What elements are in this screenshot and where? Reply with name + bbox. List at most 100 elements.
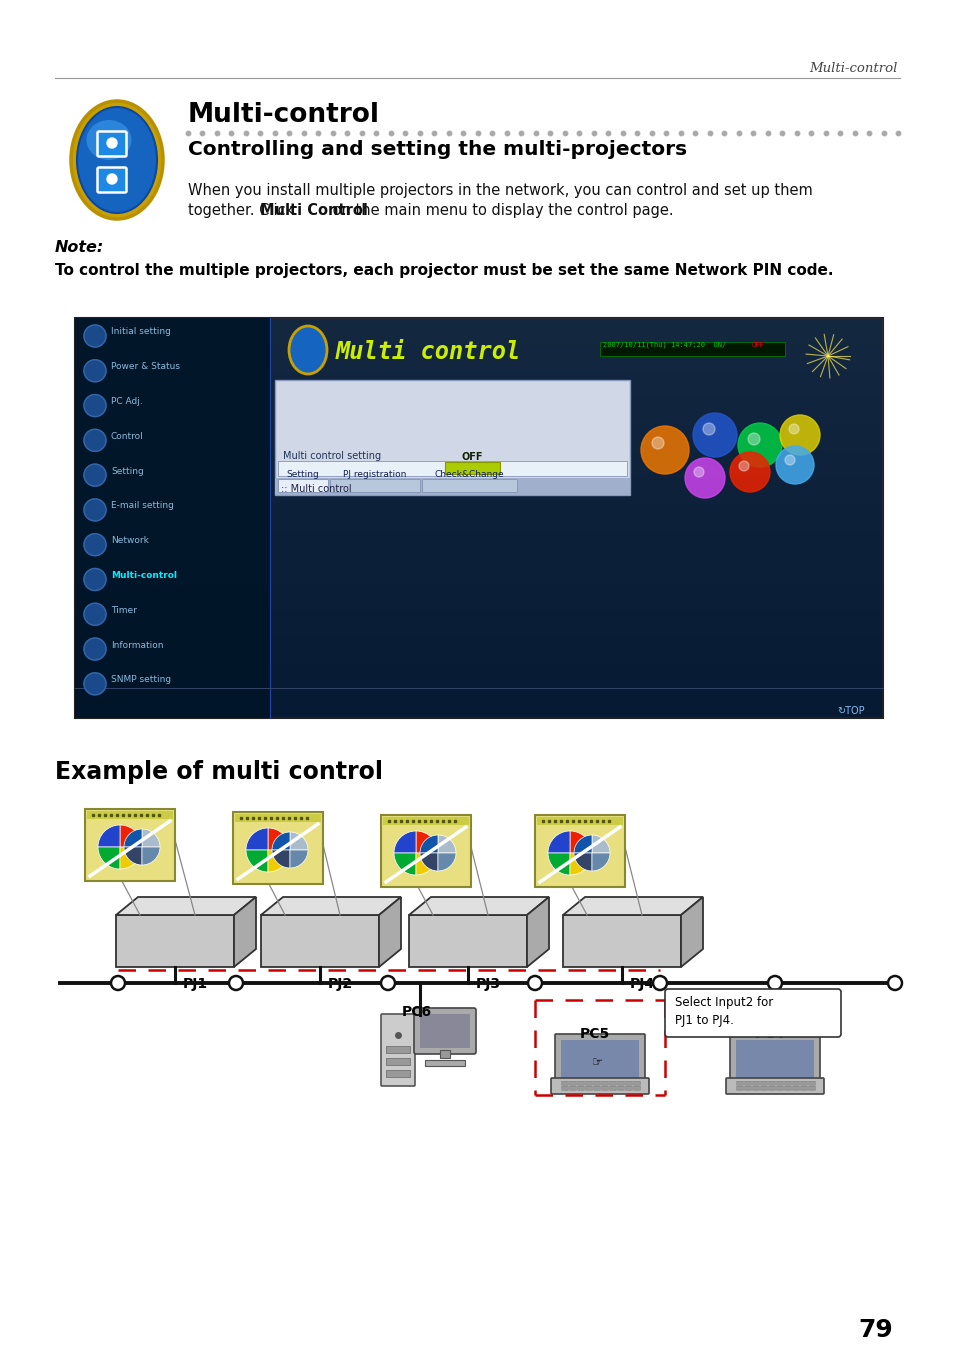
FancyBboxPatch shape	[599, 342, 784, 356]
FancyBboxPatch shape	[752, 1087, 759, 1091]
FancyBboxPatch shape	[585, 1081, 592, 1085]
Text: Timer: Timer	[111, 606, 136, 614]
FancyBboxPatch shape	[444, 462, 499, 474]
Circle shape	[527, 976, 541, 990]
Polygon shape	[409, 915, 526, 967]
Circle shape	[84, 639, 106, 660]
Circle shape	[380, 976, 395, 990]
Circle shape	[739, 460, 748, 471]
FancyBboxPatch shape	[593, 1081, 599, 1085]
Circle shape	[84, 360, 106, 382]
Circle shape	[693, 467, 703, 477]
Text: ☞: ☞	[592, 1057, 603, 1069]
Wedge shape	[120, 825, 142, 846]
Polygon shape	[680, 896, 702, 967]
FancyBboxPatch shape	[735, 1040, 813, 1080]
FancyBboxPatch shape	[535, 815, 624, 887]
FancyBboxPatch shape	[551, 1079, 648, 1094]
FancyBboxPatch shape	[760, 1081, 766, 1085]
Polygon shape	[562, 896, 702, 915]
FancyBboxPatch shape	[380, 1014, 415, 1085]
FancyBboxPatch shape	[609, 1087, 616, 1091]
Circle shape	[84, 429, 106, 451]
Text: Multi Control: Multi Control	[260, 202, 368, 217]
Text: Network: Network	[111, 536, 149, 545]
FancyBboxPatch shape	[75, 451, 882, 478]
Text: Multi-control: Multi-control	[111, 571, 177, 580]
FancyBboxPatch shape	[75, 558, 882, 585]
Circle shape	[111, 976, 125, 990]
Wedge shape	[98, 825, 120, 846]
Text: Controlling and setting the multi-projectors: Controlling and setting the multi-projec…	[188, 140, 686, 159]
Text: PJ4: PJ4	[629, 977, 655, 991]
Text: E-mail setting: E-mail setting	[111, 501, 173, 510]
Text: Setting: Setting	[286, 470, 319, 479]
FancyBboxPatch shape	[330, 479, 419, 491]
Text: PJ registration: PJ registration	[343, 470, 406, 479]
Text: SNMP setting: SNMP setting	[111, 675, 171, 684]
FancyBboxPatch shape	[274, 478, 629, 495]
FancyBboxPatch shape	[85, 809, 174, 882]
Text: PC6: PC6	[401, 1004, 432, 1019]
Circle shape	[738, 423, 781, 467]
FancyBboxPatch shape	[419, 1014, 470, 1048]
FancyBboxPatch shape	[744, 1087, 751, 1091]
FancyBboxPatch shape	[578, 1081, 583, 1085]
Circle shape	[729, 452, 769, 491]
Circle shape	[780, 414, 820, 455]
Wedge shape	[272, 850, 290, 868]
Polygon shape	[261, 896, 400, 915]
Wedge shape	[437, 836, 456, 853]
FancyBboxPatch shape	[424, 1060, 464, 1066]
FancyBboxPatch shape	[784, 1087, 790, 1091]
FancyBboxPatch shape	[75, 319, 882, 344]
FancyBboxPatch shape	[601, 1087, 608, 1091]
FancyBboxPatch shape	[439, 1050, 450, 1058]
Text: on the main menu to display the control page.: on the main menu to display the control …	[328, 202, 673, 217]
Text: PJ2: PJ2	[328, 977, 353, 991]
Ellipse shape	[87, 120, 132, 161]
FancyBboxPatch shape	[633, 1087, 639, 1091]
FancyBboxPatch shape	[569, 1081, 576, 1085]
FancyBboxPatch shape	[609, 1081, 616, 1085]
Wedge shape	[569, 832, 592, 853]
FancyBboxPatch shape	[75, 398, 882, 425]
FancyBboxPatch shape	[800, 1081, 806, 1085]
FancyBboxPatch shape	[561, 1087, 568, 1091]
Text: together. Click: together. Click	[188, 202, 298, 217]
Text: Multi-control: Multi-control	[809, 62, 897, 76]
Text: Check&Change: Check&Change	[435, 470, 504, 479]
Polygon shape	[233, 896, 255, 967]
FancyBboxPatch shape	[414, 1008, 476, 1054]
FancyBboxPatch shape	[75, 425, 882, 451]
FancyBboxPatch shape	[75, 505, 882, 532]
Circle shape	[788, 424, 799, 433]
Circle shape	[84, 672, 106, 695]
FancyBboxPatch shape	[561, 1081, 568, 1085]
Circle shape	[84, 568, 106, 590]
Wedge shape	[592, 836, 609, 853]
Circle shape	[84, 500, 106, 521]
Circle shape	[84, 464, 106, 486]
Polygon shape	[562, 915, 680, 967]
Text: To control the multiple projectors, each projector must be set the same Network : To control the multiple projectors, each…	[55, 263, 833, 278]
Circle shape	[84, 394, 106, 417]
Wedge shape	[416, 832, 437, 853]
FancyBboxPatch shape	[386, 1058, 410, 1065]
FancyBboxPatch shape	[386, 1071, 410, 1077]
FancyBboxPatch shape	[382, 817, 469, 825]
Text: Initial setting: Initial setting	[111, 328, 171, 336]
FancyBboxPatch shape	[386, 1046, 410, 1053]
FancyBboxPatch shape	[633, 1081, 639, 1085]
Wedge shape	[268, 828, 290, 850]
FancyBboxPatch shape	[625, 1081, 632, 1085]
Text: PJ1: PJ1	[183, 977, 208, 991]
Text: PJ3: PJ3	[476, 977, 500, 991]
FancyBboxPatch shape	[75, 478, 882, 505]
Wedge shape	[547, 853, 569, 875]
FancyBboxPatch shape	[729, 1034, 820, 1085]
FancyBboxPatch shape	[593, 1087, 599, 1091]
Polygon shape	[261, 915, 378, 967]
FancyBboxPatch shape	[725, 1079, 823, 1094]
FancyBboxPatch shape	[792, 1081, 799, 1085]
